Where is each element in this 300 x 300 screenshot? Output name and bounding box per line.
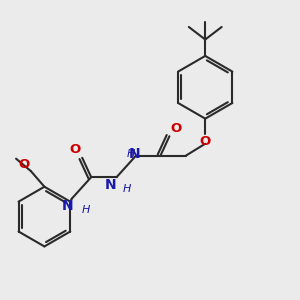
Text: H: H [126,149,135,160]
Text: O: O [18,158,29,171]
Text: O: O [170,122,182,135]
Text: O: O [200,135,211,148]
Text: N: N [128,148,140,161]
Text: O: O [70,143,81,156]
Text: H: H [123,184,131,194]
Text: N: N [105,178,117,192]
Text: H: H [81,205,90,215]
Text: N: N [61,199,73,213]
